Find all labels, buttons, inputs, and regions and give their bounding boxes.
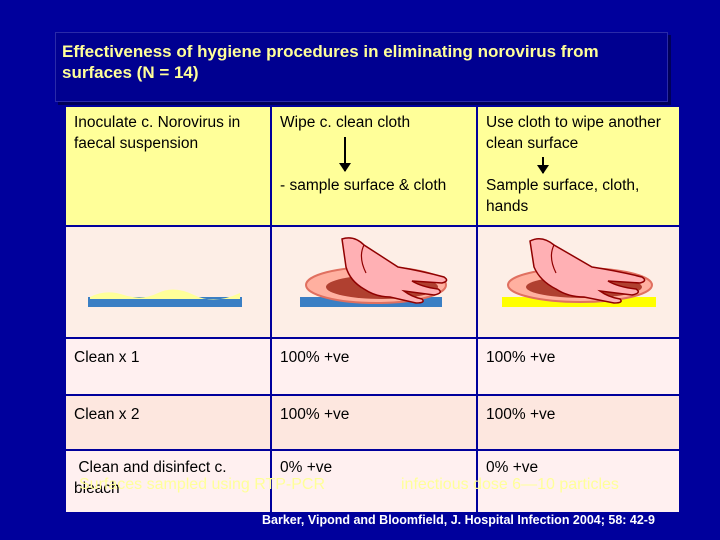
row-result-step3: 100% +ve: [476, 394, 681, 451]
surface-icon: [88, 289, 242, 307]
row-label: Clean and disinfect c. bleach: [64, 449, 272, 514]
row-result-step3: 100% +ve: [476, 337, 681, 396]
row-result-step2: 0% +ve: [270, 449, 478, 514]
table-row: Clean x 1 100% +ve 100% +ve: [64, 337, 681, 396]
down-arrow-icon: [537, 157, 549, 174]
title-box: Effectiveness of hygiene procedures in e…: [55, 32, 668, 102]
row-result-step3: 0% +ve: [476, 449, 681, 514]
header-cell-reuse-cloth: Use cloth to wipe another clean surface …: [476, 105, 681, 227]
footer-note-infectious-dose: infectious dose 6—10 particles: [401, 476, 619, 493]
table-row: Clean and disinfect c. bleach 0% +ve 0% …: [64, 449, 681, 514]
results-table: Inoculate c. Norovirus in faecal suspens…: [64, 105, 681, 514]
header-cell-wipe: Wipe c. clean cloth - sample surface & c…: [270, 105, 478, 227]
row-result-step2: 100% +ve: [270, 337, 478, 396]
citation: Barker, Vipond and Bloomfield, J. Hospit…: [262, 513, 655, 527]
illustration-row: [64, 225, 681, 339]
header-cell-inoculate: Inoculate c. Norovirus in faecal suspens…: [64, 105, 272, 227]
slide-title: Effectiveness of hygiene procedures in e…: [62, 42, 599, 82]
header-reuse-label: Use cloth to wipe another clean surface: [486, 114, 661, 152]
hand-wiping-icon: [502, 238, 656, 307]
table-row: Clean x 2 100% +ve 100% +ve: [64, 394, 681, 451]
row-label: Clean x 1: [64, 337, 272, 396]
header-sample-hands-label: Sample surface, cloth, hands: [486, 177, 640, 215]
illustration-wipe: [270, 225, 478, 339]
hand-wiping-icon: [300, 237, 448, 307]
row-label: Clean x 2: [64, 394, 272, 451]
table-header-row: Inoculate c. Norovirus in faecal suspens…: [64, 105, 681, 227]
illustration-inoculate: [64, 225, 272, 339]
down-arrow-icon: [339, 137, 351, 172]
row-result-step2: 100% +ve: [270, 394, 478, 451]
footer-note-rtp-pcr: Surfaces sampled using RTP-PCR: [79, 476, 326, 493]
header-wipe-label: Wipe c. clean cloth: [280, 114, 411, 131]
illustration-reuse-cloth: [476, 225, 681, 339]
header-sample-label: - sample surface & cloth: [280, 177, 447, 194]
